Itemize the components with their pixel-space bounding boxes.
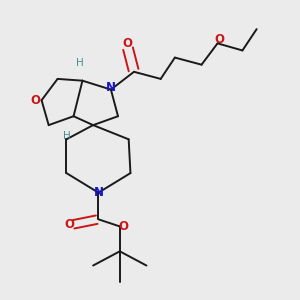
Text: O: O [118,220,128,233]
Text: N: N [94,186,103,199]
Text: O: O [64,218,74,231]
Text: O: O [123,37,133,50]
Text: N: N [106,81,116,94]
Text: O: O [30,94,40,107]
Text: O: O [214,33,224,46]
Text: H: H [63,131,70,142]
Text: H: H [76,58,84,68]
